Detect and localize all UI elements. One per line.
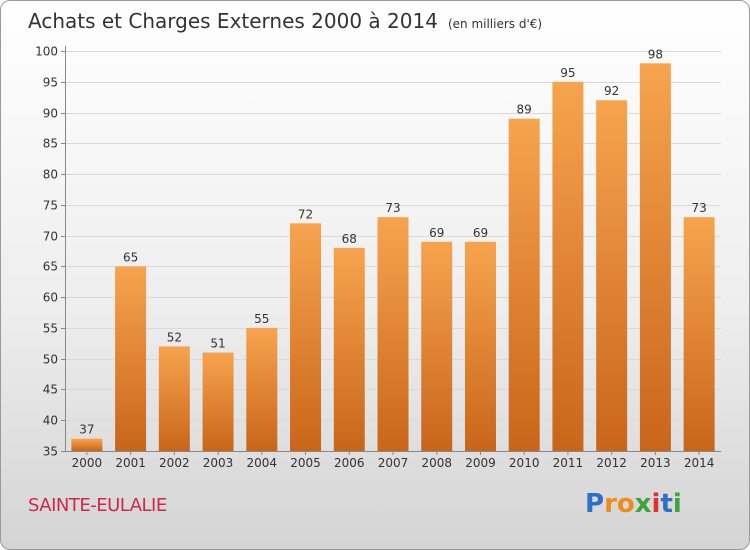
chart-title-unit: (en milliers d'€) (447, 17, 543, 31)
value-label-2011: 95 (560, 66, 575, 80)
bar-2001 (115, 266, 147, 451)
x-tick-label-2014: 2014 (684, 456, 715, 470)
y-tick-label: 60 (43, 291, 58, 305)
bar-2006 (333, 247, 365, 451)
bar-2010 (508, 118, 540, 451)
chart-title-main: Achats et Charges Externes 2000 à 2014 (28, 9, 438, 33)
x-tick-label-2009: 2009 (465, 456, 496, 470)
y-tick-label: 45 (43, 383, 58, 397)
logo-letter: i (651, 489, 661, 519)
logo-letter: P (585, 489, 605, 519)
bar-2009 (464, 241, 496, 451)
label-layer: 37 65 52 51 55 72 68 73 69 69 89 95 92 98 73 (79, 47, 707, 436)
bar-2013 (639, 63, 671, 452)
x-tick-label-2004: 2004 (247, 456, 278, 470)
y-tick-label: 85 (43, 137, 58, 151)
x-tick-label-2005: 2005 (290, 456, 321, 470)
x-tick-label-2008: 2008 (421, 456, 452, 470)
x-tick-label-2010: 2010 (509, 456, 540, 470)
proxiti-logo: Proxiti (585, 489, 682, 519)
logo-letter: t (660, 489, 673, 519)
x-tick-label-2003: 2003 (203, 456, 234, 470)
bar-2011 (552, 81, 584, 452)
x-tick-label-2012: 2012 (596, 456, 627, 470)
chart-title: Achats et Charges Externes 2000 à 2014 (e… (28, 9, 542, 33)
y-tick-label: 50 (43, 353, 58, 367)
logo-letter: o (616, 489, 635, 519)
value-label-2002: 52 (167, 330, 182, 344)
y-tick-label: 75 (43, 199, 58, 213)
bar-2007 (377, 217, 409, 451)
bar-2012 (596, 100, 628, 451)
x-tick-label-2001: 2001 (115, 456, 146, 470)
logo-letter: i (672, 489, 682, 519)
y-tick-label: 70 (43, 230, 58, 244)
logo-letter: r (604, 489, 617, 519)
value-label-2003: 51 (210, 337, 225, 351)
value-label-2007: 73 (385, 201, 400, 215)
y-tick-label: 35 (43, 445, 58, 459)
x-tick-label-2013: 2013 (640, 456, 671, 470)
value-label-2013: 98 (648, 47, 663, 61)
value-label-2000: 37 (79, 423, 94, 437)
value-label-2014: 73 (691, 201, 706, 215)
value-label-2005: 72 (298, 207, 313, 221)
axis-layer: 35 40 45 50 55 60 65 70 75 80 85 90 95 100 2000 2001 200… (35, 45, 721, 470)
value-label-2006: 68 (342, 232, 357, 246)
bar-2008 (421, 241, 453, 451)
y-tick-label: 65 (43, 260, 58, 274)
y-tick-label: 100 (35, 45, 58, 59)
value-label-2012: 92 (604, 84, 619, 98)
value-label-2010: 89 (517, 103, 532, 117)
value-label-2001: 65 (123, 250, 138, 264)
y-tick-label: 80 (43, 168, 58, 182)
x-tick-label-2002: 2002 (159, 456, 190, 470)
y-tick-label: 90 (43, 107, 58, 121)
y-tick-label: 95 (43, 76, 58, 90)
y-tick-label: 55 (43, 322, 58, 336)
commune-name: SAINTE-EULALIE (28, 495, 167, 516)
bar-2000 (71, 438, 103, 451)
y-tick-label: 40 (43, 414, 58, 428)
bar-2004 (246, 327, 278, 451)
logo-letter: x (634, 489, 652, 519)
x-tick-label-2000: 2000 (72, 456, 103, 470)
value-label-2004: 55 (254, 312, 269, 326)
x-tick-label-2006: 2006 (334, 456, 365, 470)
value-label-2009: 69 (473, 226, 488, 240)
bar-2014 (683, 217, 715, 451)
x-tick-label-2011: 2011 (553, 456, 584, 470)
bar-2003 (202, 352, 234, 451)
x-tick-label-2007: 2007 (378, 456, 409, 470)
bar-2002 (158, 346, 190, 451)
value-label-2008: 69 (429, 226, 444, 240)
bar-2005 (290, 223, 322, 451)
bar-layer (71, 63, 715, 452)
